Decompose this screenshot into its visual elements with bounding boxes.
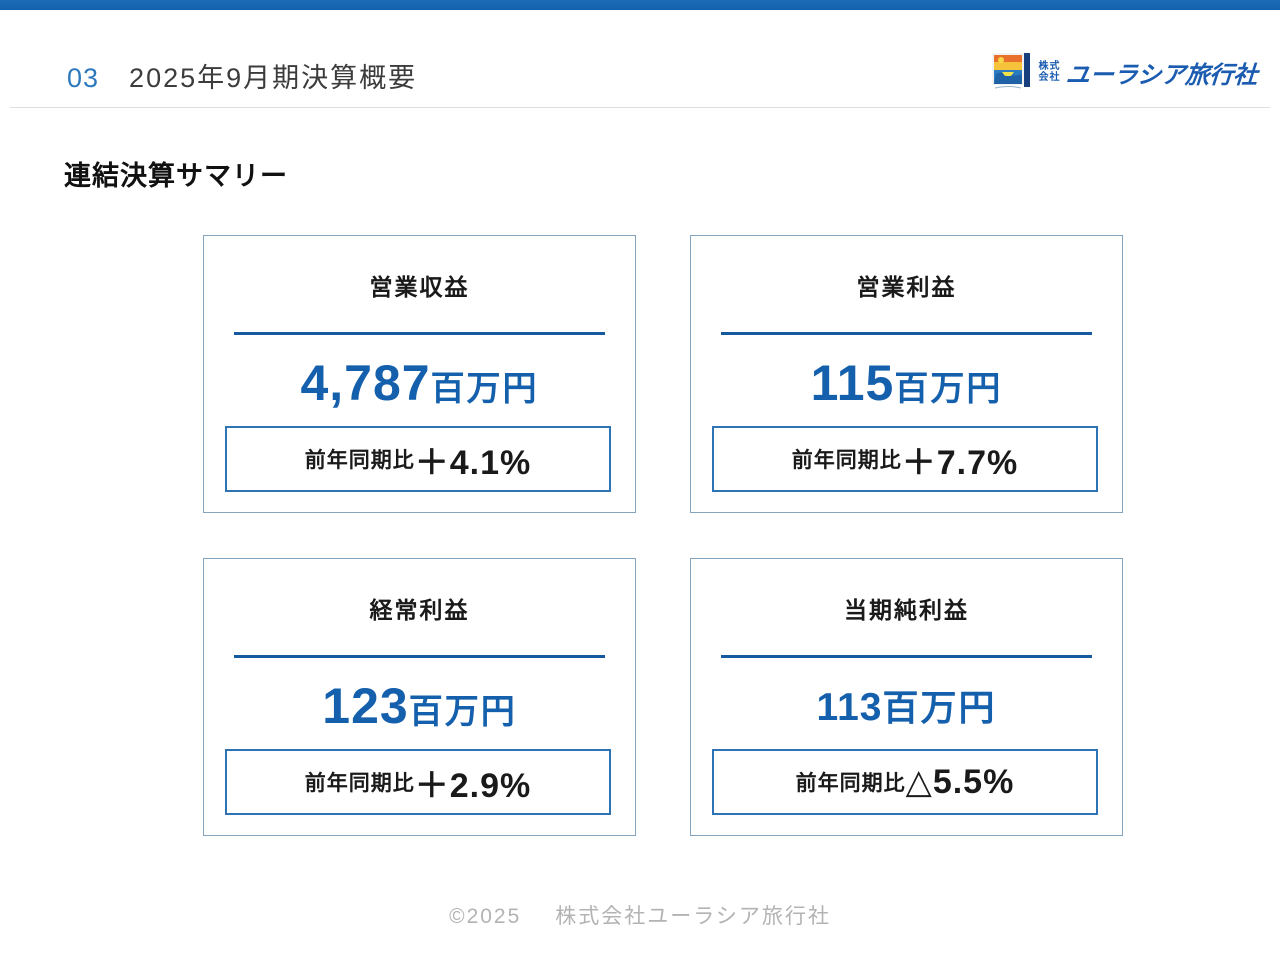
slide-number: 03 — [67, 63, 100, 93]
kpi-divider — [234, 655, 605, 658]
company-logotype: ユーラシア旅行社 — [1065, 61, 1259, 89]
kpi-yoy-box: 前年同期比 ＋7.7% — [712, 426, 1098, 492]
kpi-value-unit: 百万円 — [882, 687, 997, 728]
kpi-yoy-value: ＋7.7% — [901, 443, 1019, 482]
kpi-value-number: 115 — [810, 355, 895, 411]
kpi-card-grid: 営業収益 4,787百万円 前年同期比 ＋4.1% 営業利益 115百万円 前年同… — [203, 235, 1123, 836]
kpi-value: 115百万円 — [691, 355, 1122, 413]
company-prefix-bottom: 会社 — [1038, 72, 1061, 83]
kpi-yoy-label: 前年同期比 — [304, 449, 415, 472]
kpi-yoy-value: ＋4.1% — [414, 443, 532, 482]
company-logo-icon — [992, 52, 1032, 92]
kpi-divider — [234, 332, 605, 335]
kpi-card-net-income: 当期純利益 113百万円 前年同期比 △5.5% — [690, 558, 1123, 836]
kpi-yoy-label: 前年同期比 — [795, 772, 906, 795]
kpi-value: 123百万円 — [204, 678, 635, 736]
page-title: 2025年9月期決算概要 — [129, 63, 418, 93]
kpi-value-unit: 百万円 — [408, 693, 517, 731]
kpi-yoy-box: 前年同期比 △5.5% — [712, 749, 1098, 815]
kpi-yoy-label: 前年同期比 — [791, 449, 902, 472]
footer-copyright: ©2025 — [449, 905, 522, 928]
kpi-yoy-box: 前年同期比 ＋2.9% — [225, 749, 611, 815]
kpi-value-unit: 百万円 — [894, 370, 1003, 408]
kpi-yoy-box: 前年同期比 ＋4.1% — [225, 426, 611, 492]
kpi-divider — [721, 332, 1092, 335]
kpi-value-number: 4,787 — [300, 355, 431, 411]
kpi-value-unit: 百万円 — [430, 370, 539, 408]
kpi-value: 113百万円 — [691, 686, 1122, 731]
company-prefix: 株式 会社 — [1038, 61, 1060, 83]
header-divider — [10, 107, 1270, 108]
kpi-title: 経常利益 — [369, 597, 470, 623]
footer-company: 株式会社ユーラシア旅行社 — [555, 905, 831, 928]
kpi-divider — [721, 655, 1092, 658]
kpi-title: 当期純利益 — [844, 597, 969, 623]
page-header: 03 2025年9月期決算概要 — [67, 56, 417, 95]
section-title: 連結決算サマリー — [64, 161, 288, 191]
kpi-value-number: 113 — [816, 686, 883, 729]
kpi-value: 4,787百万円 — [204, 355, 635, 413]
top-accent-bar — [0, 0, 1280, 10]
kpi-title: 営業利益 — [856, 274, 957, 300]
kpi-title: 営業収益 — [369, 274, 470, 300]
kpi-yoy-label: 前年同期比 — [304, 772, 415, 795]
kpi-card-operating-revenue: 営業収益 4,787百万円 前年同期比 ＋4.1% — [203, 235, 636, 513]
kpi-card-ordinary-profit: 経常利益 123百万円 前年同期比 ＋2.9% — [203, 558, 636, 836]
kpi-value-number: 123 — [322, 678, 409, 734]
company-logo: 株式 会社 ユーラシア旅行社 — [992, 52, 1259, 92]
slide-footer: ©2025 株式会社ユーラシア旅行社 — [0, 900, 1280, 930]
company-prefix-top: 株式 — [1038, 61, 1061, 72]
kpi-card-operating-profit: 営業利益 115百万円 前年同期比 ＋7.7% — [690, 235, 1123, 513]
kpi-yoy-value: △5.5% — [905, 763, 1015, 801]
kpi-yoy-value: ＋2.9% — [414, 766, 532, 805]
